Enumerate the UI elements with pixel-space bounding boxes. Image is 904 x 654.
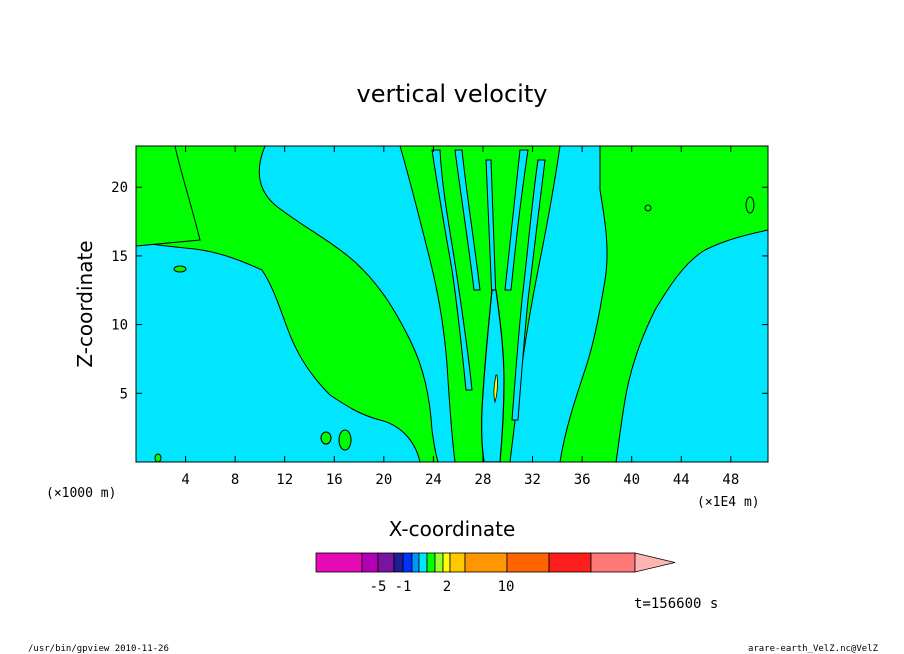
- colorbar-cell: [464, 552, 508, 573]
- x-axis-label: X-coordinate: [389, 517, 516, 541]
- x-tick-label: 8: [231, 472, 239, 488]
- colorbar-tick-label: -1: [395, 579, 412, 595]
- time-label: t=156600 s: [634, 596, 718, 612]
- colorbar-cell: [434, 552, 444, 573]
- colorbar-cell: [449, 552, 466, 573]
- x-tick-label: 20: [375, 472, 392, 488]
- contour-streaks: [431, 149, 546, 421]
- x-tick-label: 24: [425, 472, 442, 488]
- colorbar-cell: [361, 552, 379, 573]
- footer-left: /usr/bin/gpview 2010-11-26: [28, 644, 169, 654]
- x-axis-ticks: 4 8 12 16 20 24 28 32 36 40 44 48: [181, 146, 739, 488]
- colorbar-cell: [418, 552, 428, 573]
- y-tick-label: 10: [111, 318, 128, 334]
- y-axis-ticks: 5 10 15 20: [111, 180, 768, 402]
- colorbar-cell: [590, 552, 636, 573]
- x-tick-label: 12: [276, 472, 293, 488]
- x-unit-note-left: (×1000 m): [46, 486, 116, 501]
- colorbar-extend: [634, 552, 676, 573]
- x-tick-label: 44: [673, 472, 690, 488]
- x-tick-label: 48: [722, 472, 739, 488]
- x-tick-label: 40: [623, 472, 640, 488]
- contour-islands: [154, 196, 755, 462]
- x-tick-label: 4: [181, 472, 189, 488]
- contour-central-column: [399, 146, 561, 462]
- chart-title: vertical velocity: [357, 80, 548, 108]
- contour-core-yellow: [493, 374, 498, 404]
- x-tick-label: 28: [475, 472, 492, 488]
- colorbar-cell: [393, 552, 404, 573]
- x-tick-label: 32: [524, 472, 541, 488]
- colorbar-tick-label: 2: [443, 579, 451, 595]
- colorbar-cell: [506, 552, 550, 573]
- colorbar-tick-label: 10: [498, 579, 515, 595]
- colorbar-tick-label: -5: [370, 579, 387, 595]
- footer-right: arare-earth_VelZ.nc@VelZ: [748, 644, 879, 654]
- x-tick-label: 36: [574, 472, 591, 488]
- contour-topleft-strip: [136, 146, 201, 247]
- colorbar-cell: [426, 552, 436, 573]
- colorbar-cell: [315, 552, 363, 573]
- plot-area: [135, 145, 769, 463]
- colorbar-cell: [548, 552, 592, 573]
- colorbar-cell: [377, 552, 395, 573]
- y-tick-label: 5: [120, 386, 128, 402]
- contour-left-wedge: [136, 146, 439, 462]
- colorbar-cell: [411, 552, 420, 573]
- x-tick-label: 16: [326, 472, 343, 488]
- x-unit-note-right: (×1E4 m): [697, 495, 760, 510]
- plot-frame: [135, 145, 769, 463]
- colorbar-cell: [442, 552, 451, 573]
- y-tick-label: 20: [111, 180, 128, 196]
- contour-right-wedge: [559, 146, 768, 462]
- colorbar: -5 -1 2 10: [315, 552, 676, 595]
- y-axis-label: Z-coordinate: [73, 240, 97, 367]
- colorbar-cell: [402, 552, 413, 573]
- y-tick-label: 15: [111, 249, 128, 265]
